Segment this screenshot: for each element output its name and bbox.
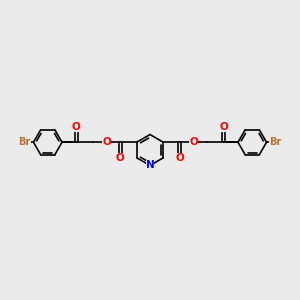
Text: O: O bbox=[176, 153, 184, 163]
Text: O: O bbox=[102, 137, 111, 147]
Text: Br: Br bbox=[269, 137, 282, 147]
Text: O: O bbox=[219, 122, 228, 132]
Text: O: O bbox=[116, 153, 124, 163]
Text: O: O bbox=[72, 122, 81, 132]
Text: O: O bbox=[189, 137, 198, 147]
Text: N: N bbox=[146, 160, 154, 170]
Text: Br: Br bbox=[18, 137, 31, 147]
